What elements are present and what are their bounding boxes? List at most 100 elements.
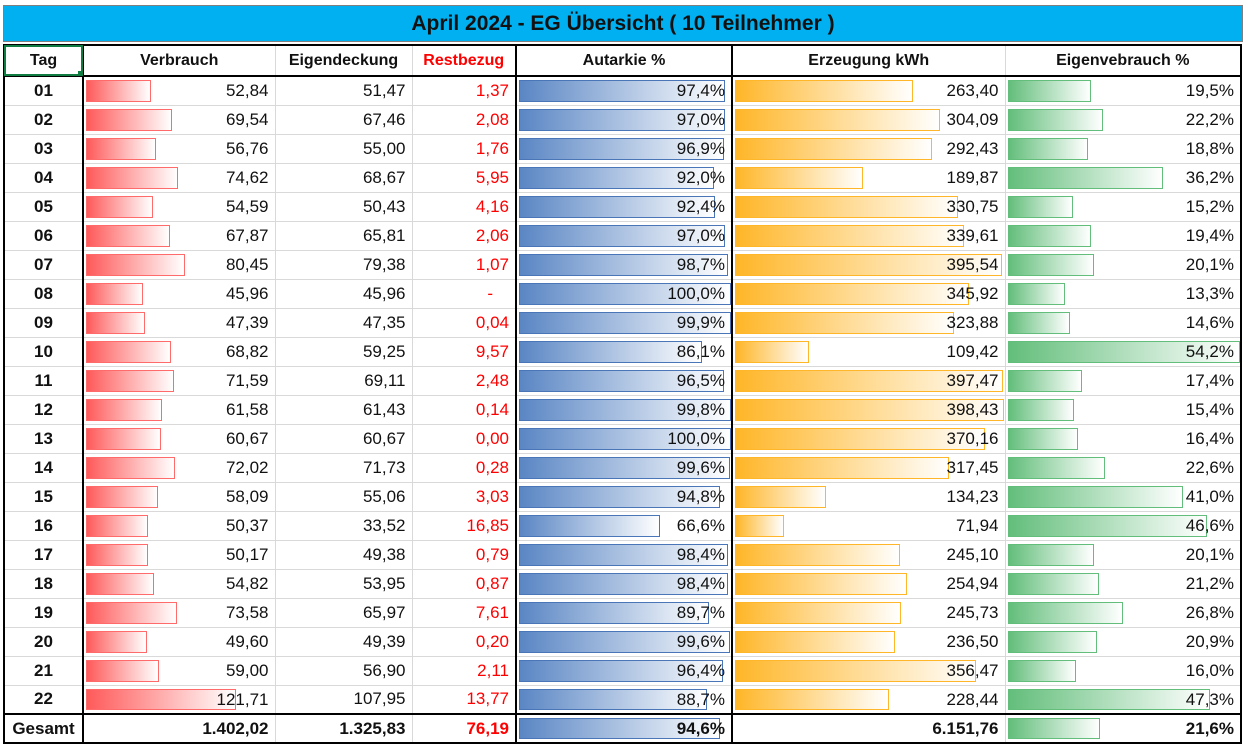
cell-verbrauch[interactable]: 49,60 xyxy=(82,627,276,657)
cell-verbrauch[interactable]: 50,17 xyxy=(82,540,276,570)
cell-restbezug[interactable]: 1,37 xyxy=(412,76,517,106)
cell-erzeugung[interactable]: 339,61 xyxy=(731,221,1006,251)
header-tag[interactable]: Tag xyxy=(3,44,84,77)
cell-total-verbrauch[interactable]: 1.402,02 xyxy=(82,713,276,744)
cell-verbrauch[interactable]: 50,37 xyxy=(82,511,276,541)
cell-autarkie[interactable]: 99,9% xyxy=(515,308,733,338)
cell-tag[interactable]: 20 xyxy=(3,627,84,657)
cell-total-eigenverbrauch[interactable]: 21,6% xyxy=(1005,713,1242,744)
cell-autarkie[interactable]: 100,0% xyxy=(515,279,733,309)
cell-erzeugung[interactable]: 292,43 xyxy=(731,134,1006,164)
cell-erzeugung[interactable]: 228,44 xyxy=(731,685,1006,715)
cell-erzeugung[interactable]: 245,73 xyxy=(731,598,1006,628)
cell-restbezug[interactable]: 0,00 xyxy=(412,424,517,454)
cell-autarkie[interactable]: 98,4% xyxy=(515,569,733,599)
cell-restbezug[interactable]: 13,77 xyxy=(412,685,517,715)
cell-tag[interactable]: 22 xyxy=(3,685,84,715)
cell-autarkie[interactable]: 66,6% xyxy=(515,511,733,541)
cell-verbrauch[interactable]: 68,82 xyxy=(82,337,276,367)
cell-restbezug[interactable]: 4,16 xyxy=(412,192,517,222)
cell-tag[interactable]: 18 xyxy=(3,569,84,599)
cell-erzeugung[interactable]: 236,50 xyxy=(731,627,1006,657)
cell-eigendeckung[interactable]: 65,97 xyxy=(275,598,413,628)
cell-restbezug[interactable]: - xyxy=(412,279,517,309)
cell-erzeugung[interactable]: 317,45 xyxy=(731,453,1006,483)
cell-tag[interactable]: 12 xyxy=(3,395,84,425)
cell-verbrauch[interactable]: 61,58 xyxy=(82,395,276,425)
cell-tag[interactable]: 02 xyxy=(3,105,84,135)
cell-verbrauch[interactable]: 72,02 xyxy=(82,453,276,483)
cell-eigenverbrauch[interactable]: 20,9% xyxy=(1005,627,1242,657)
cell-restbezug[interactable]: 1,76 xyxy=(412,134,517,164)
cell-autarkie[interactable]: 96,9% xyxy=(515,134,733,164)
cell-tag[interactable]: 19 xyxy=(3,598,84,628)
cell-tag[interactable]: 09 xyxy=(3,308,84,338)
cell-total-eigendeckung[interactable]: 1.325,83 xyxy=(275,713,413,744)
cell-verbrauch[interactable]: 67,87 xyxy=(82,221,276,251)
cell-eigenverbrauch[interactable]: 41,0% xyxy=(1005,482,1242,512)
cell-verbrauch[interactable]: 45,96 xyxy=(82,279,276,309)
cell-erzeugung[interactable]: 189,87 xyxy=(731,163,1006,193)
cell-autarkie[interactable]: 92,0% xyxy=(515,163,733,193)
cell-eigendeckung[interactable]: 33,52 xyxy=(275,511,413,541)
cell-verbrauch[interactable]: 80,45 xyxy=(82,250,276,280)
cell-eigenverbrauch[interactable]: 16,4% xyxy=(1005,424,1242,454)
cell-erzeugung[interactable]: 134,23 xyxy=(731,482,1006,512)
cell-eigendeckung[interactable]: 49,38 xyxy=(275,540,413,570)
cell-eigenverbrauch[interactable]: 47,3% xyxy=(1005,685,1242,715)
cell-eigenverbrauch[interactable]: 20,1% xyxy=(1005,250,1242,280)
cell-tag[interactable]: 17 xyxy=(3,540,84,570)
cell-restbezug[interactable]: 0,04 xyxy=(412,308,517,338)
cell-eigendeckung[interactable]: 67,46 xyxy=(275,105,413,135)
cell-restbezug[interactable]: 9,57 xyxy=(412,337,517,367)
header-verbrauch[interactable]: Verbrauch xyxy=(82,44,276,77)
cell-erzeugung[interactable]: 304,09 xyxy=(731,105,1006,135)
cell-verbrauch[interactable]: 121,71 xyxy=(82,685,276,715)
cell-eigendeckung[interactable]: 79,38 xyxy=(275,250,413,280)
cell-autarkie[interactable]: 86,1% xyxy=(515,337,733,367)
cell-eigenverbrauch[interactable]: 15,2% xyxy=(1005,192,1242,222)
cell-erzeugung[interactable]: 397,47 xyxy=(731,366,1006,396)
cell-eigendeckung[interactable]: 61,43 xyxy=(275,395,413,425)
cell-restbezug[interactable]: 2,48 xyxy=(412,366,517,396)
cell-eigenverbrauch[interactable]: 26,8% xyxy=(1005,598,1242,628)
cell-autarkie[interactable]: 99,6% xyxy=(515,627,733,657)
cell-tag[interactable]: 14 xyxy=(3,453,84,483)
cell-eigendeckung[interactable]: 69,11 xyxy=(275,366,413,396)
cell-eigenverbrauch[interactable]: 22,6% xyxy=(1005,453,1242,483)
cell-tag[interactable]: 21 xyxy=(3,656,84,686)
cell-tag[interactable]: 11 xyxy=(3,366,84,396)
cell-verbrauch[interactable]: 54,82 xyxy=(82,569,276,599)
cell-tag[interactable]: 16 xyxy=(3,511,84,541)
sheet-title[interactable]: April 2024 - EG Übersicht ( 10 Teilnehme… xyxy=(3,5,1243,42)
cell-eigenverbrauch[interactable]: 22,2% xyxy=(1005,105,1242,135)
cell-verbrauch[interactable]: 59,00 xyxy=(82,656,276,686)
cell-eigenverbrauch[interactable]: 19,4% xyxy=(1005,221,1242,251)
cell-erzeugung[interactable]: 395,54 xyxy=(731,250,1006,280)
cell-eigenverbrauch[interactable]: 13,3% xyxy=(1005,279,1242,309)
cell-eigendeckung[interactable]: 50,43 xyxy=(275,192,413,222)
cell-tag[interactable]: 15 xyxy=(3,482,84,512)
cell-eigenverbrauch[interactable]: 14,6% xyxy=(1005,308,1242,338)
cell-eigendeckung[interactable]: 71,73 xyxy=(275,453,413,483)
cell-eigenverbrauch[interactable]: 21,2% xyxy=(1005,569,1242,599)
cell-eigenverbrauch[interactable]: 18,8% xyxy=(1005,134,1242,164)
cell-tag[interactable]: 03 xyxy=(3,134,84,164)
cell-verbrauch[interactable]: 47,39 xyxy=(82,308,276,338)
cell-restbezug[interactable]: 3,03 xyxy=(412,482,517,512)
cell-erzeugung[interactable]: 263,40 xyxy=(731,76,1006,106)
header-eigenverbrauch[interactable]: Eigenvebrauch % xyxy=(1005,44,1242,77)
header-autarkie[interactable]: Autarkie % xyxy=(515,44,733,77)
cell-erzeugung[interactable]: 109,42 xyxy=(731,337,1006,367)
cell-autarkie[interactable]: 99,8% xyxy=(515,395,733,425)
cell-restbezug[interactable]: 0,87 xyxy=(412,569,517,599)
cell-verbrauch[interactable]: 69,54 xyxy=(82,105,276,135)
cell-autarkie[interactable]: 98,7% xyxy=(515,250,733,280)
cell-restbezug[interactable]: 0,20 xyxy=(412,627,517,657)
cell-restbezug[interactable]: 0,28 xyxy=(412,453,517,483)
cell-erzeugung[interactable]: 254,94 xyxy=(731,569,1006,599)
cell-verbrauch[interactable]: 58,09 xyxy=(82,482,276,512)
cell-restbezug[interactable]: 1,07 xyxy=(412,250,517,280)
cell-erzeugung[interactable]: 370,16 xyxy=(731,424,1006,454)
cell-eigenverbrauch[interactable]: 54,2% xyxy=(1005,337,1242,367)
